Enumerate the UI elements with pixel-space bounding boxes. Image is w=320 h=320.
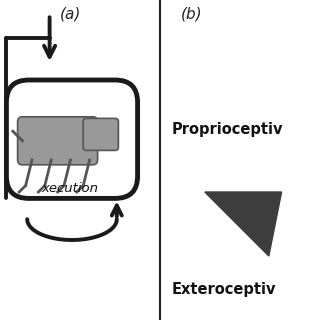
FancyBboxPatch shape xyxy=(6,80,138,198)
Polygon shape xyxy=(205,192,282,256)
FancyBboxPatch shape xyxy=(18,117,98,165)
Text: xecution: xecution xyxy=(42,182,99,195)
FancyBboxPatch shape xyxy=(83,118,118,150)
Text: Proprioceptiv: Proprioceptiv xyxy=(171,122,283,137)
Text: (a): (a) xyxy=(60,7,81,22)
Text: (b): (b) xyxy=(181,7,203,22)
Text: Exteroceptiv: Exteroceptiv xyxy=(171,282,276,297)
